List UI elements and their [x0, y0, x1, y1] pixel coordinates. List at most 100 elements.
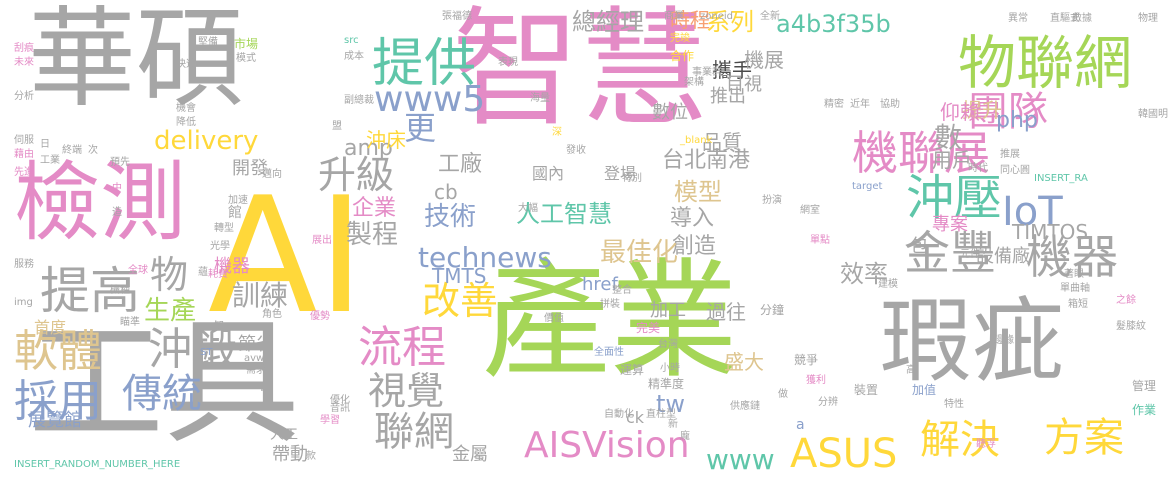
- cloud-word: 聽浮: [976, 439, 996, 450]
- cloud-word: 沖壓: [906, 170, 1003, 226]
- cloud-word: 模式: [236, 53, 256, 64]
- cloud-word: 副總裁: [344, 95, 374, 106]
- cloud-word: 邊緣: [994, 335, 1014, 346]
- cloud-word: 同心圓: [1000, 165, 1030, 176]
- cloud-word: 商業: [664, 11, 684, 22]
- cloud-word: IoT: [1002, 189, 1063, 235]
- cloud-word: 獲利: [806, 375, 826, 386]
- cloud-word: TIMTOS: [1012, 220, 1089, 244]
- cloud-word: 供應鏈: [730, 401, 760, 412]
- cloud-word: tw: [656, 390, 686, 418]
- cloud-word: 知: [214, 321, 224, 332]
- cloud-word: 刮痕: [14, 43, 34, 54]
- cloud-word: 設備廠: [976, 246, 1030, 267]
- cloud-word: 系列: [706, 8, 754, 36]
- cloud-word: 中: [112, 183, 122, 194]
- cloud-word: 更: [404, 109, 437, 147]
- cloud-word: 耗費: [208, 269, 228, 280]
- cloud-word: 傳統: [122, 371, 202, 417]
- cloud-word: 過往: [706, 300, 746, 324]
- cloud-word: 包: [910, 236, 928, 257]
- cloud-word: 登場: [604, 164, 637, 183]
- cloud-word: 節省: [238, 334, 274, 355]
- cloud-word: 完竣: [670, 33, 690, 44]
- cloud-word: 機器: [1026, 230, 1118, 284]
- cloud-word: 網室: [800, 205, 820, 216]
- cloud-word: 機種: [110, 285, 130, 296]
- cloud-word: 館: [228, 205, 242, 221]
- cloud-word: src: [344, 35, 359, 46]
- cloud-word: 盟: [332, 121, 342, 132]
- cloud-word: 直驅式: [1050, 13, 1080, 24]
- cloud-word: 精準度: [648, 377, 685, 391]
- cloud-word: 解決: [920, 417, 1000, 463]
- cloud-word: AISVision: [524, 425, 690, 466]
- cloud-word: 數據: [1072, 13, 1092, 24]
- cloud-word: 首度: [34, 318, 67, 337]
- cloud-word: 最佳化: [600, 238, 679, 268]
- cloud-word: technews: [418, 241, 552, 274]
- cloud-word: 發收: [566, 145, 586, 156]
- cloud-word: 數位: [652, 102, 688, 123]
- cloud-word: 數: [934, 121, 963, 154]
- cloud-word: 事業群: [692, 67, 722, 78]
- cloud-word: 目視: [726, 74, 762, 95]
- cloud-word: 總經理: [572, 8, 644, 36]
- cloud-word: target: [852, 181, 883, 192]
- cloud-word: 機聯展: [852, 126, 990, 180]
- cloud-word: 推出: [710, 86, 746, 107]
- cloud-word: 單點: [810, 235, 830, 246]
- cloud-word: 展覽館: [28, 410, 82, 431]
- cloud-word: 表現: [498, 57, 518, 68]
- cloud-word: 學習: [320, 415, 340, 426]
- cloud-word: 智慧: [452, 0, 709, 144]
- cloud-word: 沖鍛: [148, 324, 236, 375]
- cloud-word: 特別: [622, 173, 642, 184]
- cloud-word: 直柱型: [646, 409, 676, 420]
- cloud-word: 技術: [424, 202, 477, 232]
- cloud-word: 快速: [176, 59, 196, 70]
- cloud-word: 龐: [680, 431, 690, 442]
- cloud-word: 角色: [262, 309, 282, 320]
- cloud-word: 流程: [358, 322, 446, 373]
- cloud-word: 著眼: [1064, 269, 1084, 280]
- cloud-word: www5: [374, 79, 486, 120]
- cloud-word: 箱短: [1068, 299, 1088, 310]
- cloud-word: 終端: [62, 145, 82, 156]
- cloud-word: zoneid: [700, 11, 733, 22]
- cloud-word: 沖床: [366, 128, 406, 152]
- cloud-word: 創造: [672, 234, 717, 259]
- cloud-word: 訓練: [232, 279, 289, 312]
- cloud-word: 瑕疵: [880, 288, 1065, 395]
- cloud-word: 工廠: [438, 152, 483, 177]
- cloud-word: 需求: [246, 365, 266, 376]
- cloud-word: 全面性: [594, 347, 624, 358]
- cloud-word: n: [260, 379, 269, 395]
- cloud-word: 運算: [620, 363, 645, 377]
- cloud-word: 完美: [636, 321, 661, 335]
- cloud-word: 海量: [530, 93, 550, 104]
- cloud-word: 蘊: [198, 267, 208, 278]
- cloud-word: 台灣: [658, 339, 678, 350]
- cloud-word: 成本: [344, 51, 364, 62]
- cloud-word: 特性: [944, 399, 964, 410]
- cloud-word: AI: [208, 162, 365, 349]
- cloud-word: 邁向: [262, 169, 282, 180]
- cloud-word: 軟體: [14, 326, 102, 377]
- cloud-word: 精密: [824, 99, 844, 110]
- cloud-word: 用戶: [932, 148, 972, 172]
- cloud-word: TMTS: [432, 264, 487, 288]
- cloud-word: 服務: [14, 259, 34, 270]
- cloud-word: 優化: [330, 395, 350, 406]
- cloud-word: 扮演: [762, 195, 782, 206]
- cloud-word: 檢測: [14, 153, 186, 253]
- cloud-word: 先進: [14, 167, 34, 178]
- cloud-word: 製程: [346, 220, 399, 250]
- cloud-word: 轉型: [214, 223, 234, 234]
- cloud-word: 建模: [878, 279, 898, 290]
- cloud-word: 市場: [234, 37, 259, 51]
- cloud-word: ST: [200, 347, 213, 358]
- cloud-word: 分鐘: [760, 303, 785, 317]
- cloud-word: 自動化: [604, 409, 634, 420]
- cloud-word: 物: [150, 253, 189, 297]
